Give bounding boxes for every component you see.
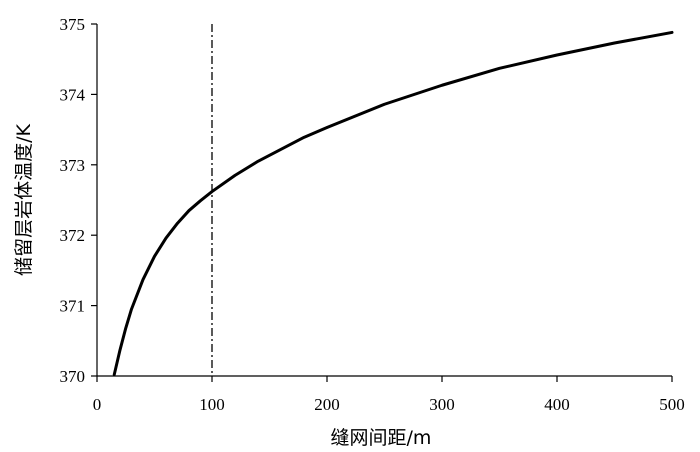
y-tick-label: 370: [60, 367, 86, 386]
y-tick-label: 375: [60, 15, 86, 34]
x-tick-label: 300: [429, 395, 455, 414]
y-axis-title: 储留层岩体温度/K: [13, 124, 35, 276]
y-tick-label: 374: [60, 85, 86, 104]
y-tick-label: 371: [60, 297, 86, 316]
plot-area: 370 371 372 373 374 375 0 100 200 300 400 500: [60, 15, 685, 414]
x-tick-label: 400: [544, 395, 570, 414]
y-tick-label: 372: [60, 226, 86, 245]
x-tick-label: 0: [93, 395, 102, 414]
x-tick-label: 100: [199, 395, 225, 414]
x-tick-label: 200: [314, 395, 340, 414]
x-tick-label: 500: [659, 395, 685, 414]
x-axis-title: 缝网间距/m: [331, 427, 432, 449]
series-line: [112, 30, 674, 377]
y-tick-label: 373: [60, 156, 86, 175]
